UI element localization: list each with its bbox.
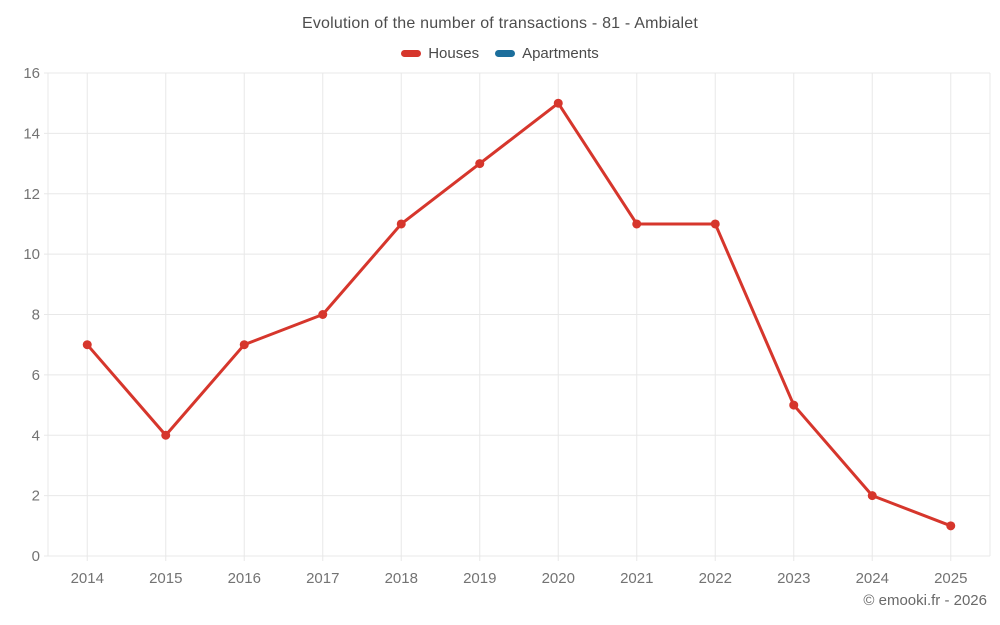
svg-text:2017: 2017 xyxy=(306,570,339,587)
legend-label-houses: Houses xyxy=(428,45,480,62)
svg-text:8: 8 xyxy=(32,307,40,324)
svg-text:2014: 2014 xyxy=(71,570,104,587)
copyright-footer: © emooki.fr - 2026 xyxy=(863,592,987,609)
apartments-series-swatch-icon xyxy=(495,50,516,57)
svg-text:2025: 2025 xyxy=(934,570,967,587)
svg-text:14: 14 xyxy=(23,125,40,142)
legend-label-apartments: Apartments xyxy=(522,45,599,62)
svg-text:2021: 2021 xyxy=(620,570,653,587)
svg-text:12: 12 xyxy=(23,186,40,203)
chart-title: Evolution of the number of transactions … xyxy=(301,15,699,32)
svg-text:10: 10 xyxy=(23,246,40,263)
svg-text:2015: 2015 xyxy=(149,570,182,587)
svg-text:2: 2 xyxy=(32,488,40,505)
legend-item-houses[interactable]: Houses xyxy=(401,45,479,62)
legend-item-apartments[interactable]: Apartments xyxy=(495,45,599,62)
svg-text:2019: 2019 xyxy=(463,570,496,587)
svg-text:0: 0 xyxy=(32,548,40,565)
svg-text:2020: 2020 xyxy=(542,570,575,587)
svg-text:16: 16 xyxy=(23,65,40,82)
chart-legend: Houses Apartments xyxy=(0,45,1000,62)
svg-text:2023: 2023 xyxy=(777,570,810,587)
svg-text:2022: 2022 xyxy=(699,570,732,587)
svg-text:2024: 2024 xyxy=(856,570,889,587)
houses-series-swatch-icon xyxy=(401,50,422,57)
svg-text:2018: 2018 xyxy=(385,570,418,587)
svg-text:4: 4 xyxy=(32,427,40,444)
svg-text:2016: 2016 xyxy=(228,570,261,587)
svg-text:6: 6 xyxy=(32,367,40,384)
